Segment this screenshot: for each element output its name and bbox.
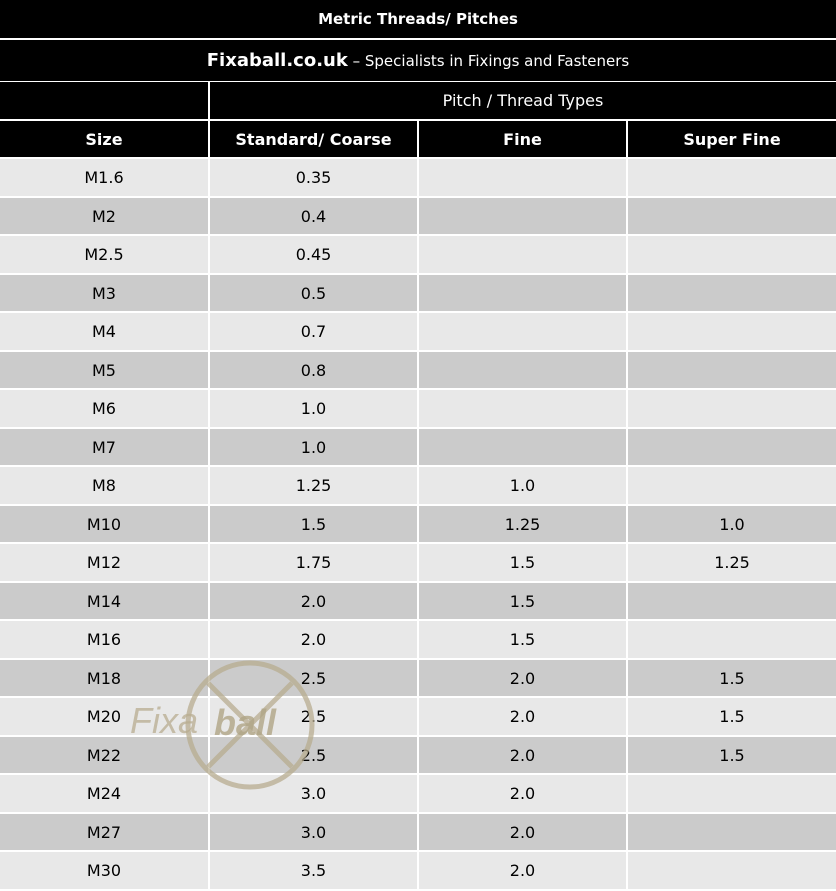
size-cell: M27: [0, 814, 208, 850]
pitch-cell: 3.0: [210, 775, 417, 812]
pitch-cell: [628, 198, 836, 234]
size-cell: M8: [0, 467, 208, 504]
column-header: Fine: [419, 121, 626, 157]
pitch-cell: [628, 352, 836, 388]
pitch-cell: 2.0: [419, 698, 626, 735]
pitch-cell: 0.4: [210, 198, 417, 234]
size-cell: M2: [0, 198, 208, 234]
pitch-cell: 1.5: [628, 737, 836, 773]
pitch-cell: 1.0: [210, 429, 417, 465]
pitch-cell: 1.5: [628, 698, 836, 735]
pitch-cell: 1.5: [419, 621, 626, 658]
pitch-cell: 3.0: [210, 814, 417, 850]
table-title: Metric Threads/ Pitches: [0, 0, 836, 38]
pitch-cell: [419, 313, 626, 350]
pitch-cell: 1.5: [210, 506, 417, 542]
subtitle-bar: Fixaball.co.uk – Specialists in Fixings …: [0, 40, 836, 81]
size-cell: M14: [0, 583, 208, 619]
pitch-cell: 2.0: [419, 814, 626, 850]
pitch-cell: [628, 275, 836, 311]
pitch-cell: [419, 198, 626, 234]
empty-header-cell: [0, 82, 208, 119]
brand-name: Fixaball.co.uk: [206, 50, 348, 71]
size-cell: M22: [0, 737, 208, 773]
size-cell: M24: [0, 775, 208, 812]
pitch-cell: 2.0: [419, 660, 626, 696]
pitch-cell: 1.0: [210, 390, 417, 427]
pitch-cell: [628, 467, 836, 504]
pitch-cell: [628, 583, 836, 619]
pitch-cell: 1.75: [210, 544, 417, 581]
column-header: Super Fine: [628, 121, 836, 157]
group-header: Pitch / Thread Types: [210, 82, 836, 119]
pitch-cell: [419, 159, 626, 196]
pitch-cell: [628, 236, 836, 273]
size-cell: M2.5: [0, 236, 208, 273]
size-cell: M10: [0, 506, 208, 542]
pitch-cell: 1.5: [419, 583, 626, 619]
pitch-cell: [628, 429, 836, 465]
size-cell: M4: [0, 313, 208, 350]
pitch-cell: 1.0: [628, 506, 836, 542]
size-cell: M12: [0, 544, 208, 581]
pitch-cell: 0.45: [210, 236, 417, 273]
pitch-cell: [419, 236, 626, 273]
pitch-cell: 2.5: [210, 737, 417, 773]
tagline: – Specialists in Fixings and Fasteners: [347, 51, 630, 70]
pitch-cell: 1.25: [210, 467, 417, 504]
pitch-cell: [628, 390, 836, 427]
pitch-cell: 1.0: [419, 467, 626, 504]
pitch-cell: 2.0: [419, 775, 626, 812]
size-cell: M16: [0, 621, 208, 658]
size-cell: M30: [0, 852, 208, 889]
pitch-cell: 1.5: [628, 660, 836, 696]
column-header: Standard/ Coarse: [210, 121, 417, 157]
size-cell: M20: [0, 698, 208, 735]
size-cell: M1.6: [0, 159, 208, 196]
pitch-cell: 1.25: [419, 506, 626, 542]
pitch-cell: 1.25: [628, 544, 836, 581]
column-header: Size: [0, 121, 208, 157]
pitch-cell: [628, 313, 836, 350]
size-cell: M6: [0, 390, 208, 427]
pitch-cell: 0.7: [210, 313, 417, 350]
pitch-cell: [419, 429, 626, 465]
size-cell: M5: [0, 352, 208, 388]
size-cell: M18: [0, 660, 208, 696]
pitch-cell: 2.0: [419, 852, 626, 889]
pitch-cell: 2.0: [210, 621, 417, 658]
pitch-cell: 1.5: [419, 544, 626, 581]
pitch-cell: 0.5: [210, 275, 417, 311]
pitch-cell: 2.5: [210, 660, 417, 696]
pitch-cell: 0.8: [210, 352, 417, 388]
pitch-cell: [628, 814, 836, 850]
pitch-cell: [419, 275, 626, 311]
pitch-cell: 2.0: [419, 737, 626, 773]
pitch-cell: 2.5: [210, 698, 417, 735]
pitch-cell: 2.0: [210, 583, 417, 619]
pitch-cell: [628, 852, 836, 889]
size-cell: M7: [0, 429, 208, 465]
pitch-cell: [419, 352, 626, 388]
pitch-cell: 0.35: [210, 159, 417, 196]
size-cell: M3: [0, 275, 208, 311]
pitch-cell: [628, 775, 836, 812]
pitch-cell: [628, 621, 836, 658]
pitch-cell: [628, 159, 836, 196]
pitch-cell: 3.5: [210, 852, 417, 889]
pitch-cell: [419, 390, 626, 427]
